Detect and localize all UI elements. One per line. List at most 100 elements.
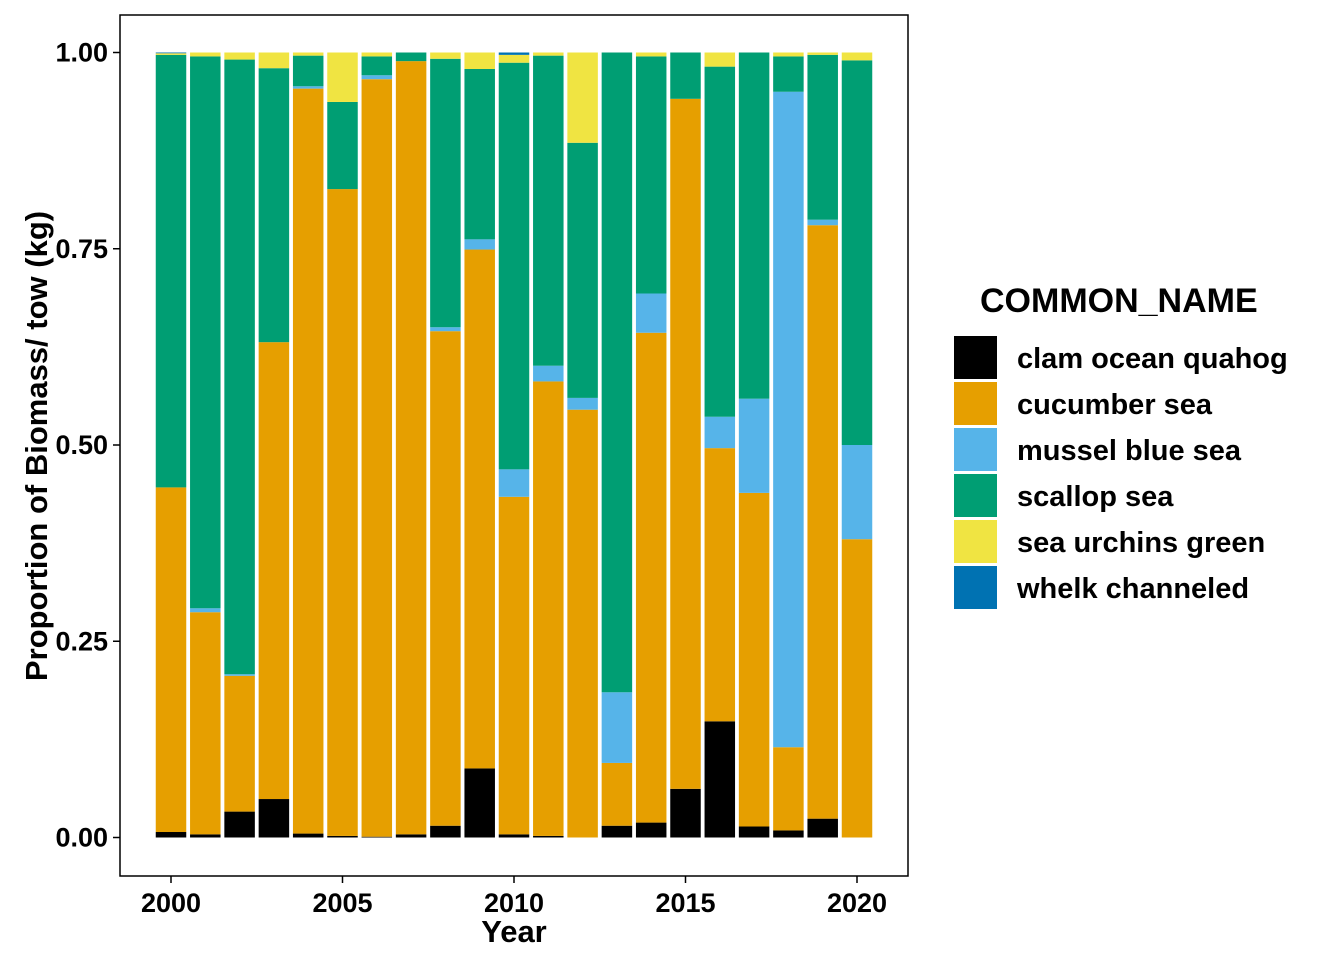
- bar-2005-cucumber-sea: [327, 189, 358, 836]
- bar-2014-scallop-sea: [635, 56, 667, 294]
- y-axis-title: Proportion of Biomass/ tow (kg): [19, 211, 54, 681]
- bar-2008-cucumber-sea: [430, 331, 461, 826]
- x-tick-label: 2015: [655, 888, 715, 918]
- bar-2020-sea-urchins-green: [841, 52, 873, 61]
- bar-2009-scallop-sea: [464, 68, 495, 240]
- bar-2004-clam-ocean-quahog: [292, 833, 324, 838]
- y-tick-label: 0.00: [55, 823, 108, 853]
- bar-2014-sea-urchins-green: [635, 52, 667, 57]
- bar-2017-clam-ocean-quahog: [738, 826, 770, 838]
- legend-swatch-scallop-sea: [954, 474, 997, 517]
- legend-title: COMMON_NAME: [980, 282, 1258, 320]
- bar-2016-cucumber-sea: [704, 448, 736, 722]
- bar-2018-mussel-blue-sea: [773, 91, 804, 748]
- bar-2003-scallop-sea: [258, 68, 290, 343]
- legend-label: whelk channeled: [1016, 573, 1249, 605]
- bar-2016-scallop-sea: [704, 66, 736, 417]
- bar-2000-sea-urchins-green: [155, 53, 187, 55]
- bar-2013-mussel-blue-sea: [601, 692, 633, 763]
- bar-2011-clam-ocean-quahog: [533, 835, 564, 838]
- bar-2004-mussel-blue-sea: [292, 86, 324, 89]
- bar-2020-cucumber-sea: [841, 539, 873, 838]
- bar-2007-scallop-sea: [395, 52, 427, 62]
- bar-2015-cucumber-sea: [670, 98, 701, 789]
- bar-2006-scallop-sea: [361, 56, 393, 76]
- bar-2000-whelk-channeled: [155, 52, 187, 54]
- bar-2005-clam-ocean-quahog: [327, 835, 358, 838]
- legend-items: clam ocean quahog cucumber sea mussel blue…: [954, 336, 1288, 609]
- bar-2012-mussel-blue-sea: [567, 397, 598, 410]
- y-tick-label: 0.75: [55, 234, 108, 264]
- bar-2007-clam-ocean-quahog: [395, 834, 427, 838]
- bar-2011-sea-urchins-green: [533, 52, 564, 56]
- bar-2001-scallop-sea: [190, 56, 221, 609]
- bar-2002-clam-ocean-quahog: [224, 811, 255, 838]
- bar-2011-cucumber-sea: [533, 381, 564, 836]
- x-axis-title: Year: [481, 914, 547, 949]
- bar-2010-whelk-channeled: [498, 52, 530, 55]
- x-tick-label: 2010: [484, 888, 544, 918]
- bar-2003-sea-urchins-green: [258, 52, 290, 69]
- bar-2006-clam-ocean-quahog: [361, 836, 393, 838]
- bar-2019-cucumber-sea: [807, 225, 838, 819]
- bar-2008-clam-ocean-quahog: [430, 825, 461, 838]
- legend-label: sea urchins green: [1017, 527, 1265, 559]
- legend-swatch-sea-urchins-green: [954, 520, 997, 563]
- bar-2000-clam-ocean-quahog: [155, 832, 187, 838]
- bar-2000-scallop-sea: [155, 54, 187, 488]
- bar-2020-mussel-blue-sea: [841, 445, 873, 540]
- bar-2009-sea-urchins-green: [464, 52, 495, 69]
- bar-2015-clam-ocean-quahog: [670, 788, 701, 838]
- bar-2009-cucumber-sea: [464, 249, 495, 769]
- bar-2018-cucumber-sea: [773, 747, 804, 831]
- bar-2019-mussel-blue-sea: [807, 219, 838, 226]
- bar-2007-cucumber-sea: [395, 61, 427, 835]
- bar-2008-scallop-sea: [430, 58, 461, 328]
- bar-2001-sea-urchins-green: [190, 52, 221, 57]
- bar-2001-clam-ocean-quahog: [190, 834, 221, 838]
- bar-2016-clam-ocean-quahog: [704, 721, 736, 838]
- bar-2013-clam-ocean-quahog: [601, 825, 633, 838]
- bar-2000-cucumber-sea: [155, 487, 187, 833]
- bar-2006-mussel-blue-sea: [361, 75, 393, 80]
- legend-swatch-whelk-channeled: [954, 566, 997, 609]
- bar-2015-scallop-sea: [670, 52, 701, 99]
- bar-2008-sea-urchins-green: [430, 52, 461, 59]
- x-tick-label: 2020: [827, 888, 887, 918]
- y-tick-label: 0.50: [55, 430, 108, 460]
- bar-2014-mussel-blue-sea: [635, 293, 667, 333]
- bar-2016-mussel-blue-sea: [704, 416, 736, 449]
- legend-label: scallop sea: [1017, 481, 1174, 513]
- bar-2020-scallop-sea: [841, 60, 873, 445]
- x-tick-label: 2005: [312, 888, 372, 918]
- bar-2012-scallop-sea: [567, 142, 598, 398]
- bar-2008-mussel-blue-sea: [430, 327, 461, 332]
- bar-2003-clam-ocean-quahog: [258, 799, 290, 838]
- x-axis: 2000 2005 2010 2015 2020: [141, 876, 887, 918]
- bar-2011-scallop-sea: [533, 55, 564, 366]
- bar-2010-scallop-sea: [498, 62, 530, 470]
- bars-group: [155, 52, 873, 838]
- legend-label: clam ocean quahog: [1017, 343, 1288, 375]
- bar-2010-cucumber-sea: [498, 496, 530, 835]
- bar-2018-sea-urchins-green: [773, 52, 804, 57]
- bar-2016-sea-urchins-green: [704, 52, 736, 67]
- bar-2017-cucumber-sea: [738, 492, 770, 827]
- bar-2009-mussel-blue-sea: [464, 239, 495, 250]
- bar-2006-cucumber-sea: [361, 79, 393, 837]
- bar-2010-mussel-blue-sea: [498, 469, 530, 497]
- bar-2017-mussel-blue-sea: [738, 398, 770, 493]
- bar-2001-mussel-blue-sea: [190, 608, 221, 613]
- bar-2010-clam-ocean-quahog: [498, 834, 530, 838]
- bar-2019-scallop-sea: [807, 54, 838, 220]
- x-tick-label: 2000: [141, 888, 201, 918]
- bar-2002-cucumber-sea: [224, 675, 255, 812]
- bar-2019-sea-urchins-green: [807, 52, 838, 55]
- bar-2017-scallop-sea: [738, 52, 770, 399]
- legend-swatch-clam-ocean-quahog: [954, 336, 997, 379]
- bar-2014-clam-ocean-quahog: [635, 822, 667, 838]
- bar-2018-clam-ocean-quahog: [773, 830, 804, 838]
- bar-2002-mussel-blue-sea: [224, 674, 255, 676]
- bar-2001-cucumber-sea: [190, 612, 221, 835]
